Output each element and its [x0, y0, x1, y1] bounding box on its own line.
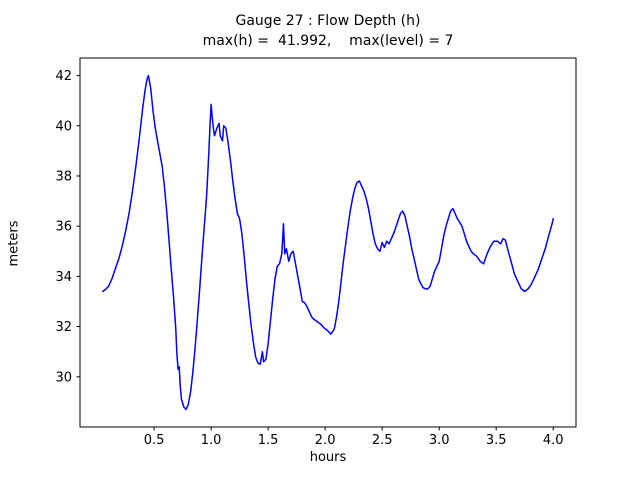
y-tick-label: 38	[55, 169, 72, 184]
x-tick-label: 2.5	[372, 433, 393, 448]
y-tick-label: 34	[55, 270, 72, 285]
chart-title-block: Gauge 27 : Flow Depth (h) max(h) = 41.99…	[80, 11, 576, 51]
chart-subtitle: max(h) = 41.992, max(level) = 7	[202, 33, 454, 49]
x-tick-label: 4.0	[543, 433, 564, 448]
y-tick-label: 40	[55, 119, 72, 134]
y-axis-label: meters	[6, 220, 22, 267]
y-tick-label: 30	[55, 370, 72, 385]
y-tick-label: 42	[55, 69, 72, 84]
y-tick-label: 36	[55, 220, 72, 235]
plot-border	[79, 57, 577, 428]
x-tick-label: 3.0	[429, 433, 450, 448]
x-tick-label: 3.5	[486, 433, 507, 448]
flow-depth-line	[102, 74, 554, 411]
x-axis-label: hours	[309, 450, 347, 465]
x-tick-label: 2.0	[315, 433, 336, 448]
y-tick-label: 32	[55, 320, 72, 335]
x-tick-label: 1.0	[201, 433, 222, 448]
x-tick-label: 0.5	[144, 433, 165, 448]
chart-title: Gauge 27 : Flow Depth (h)	[235, 13, 421, 29]
x-tick-label: 1.5	[258, 433, 279, 448]
